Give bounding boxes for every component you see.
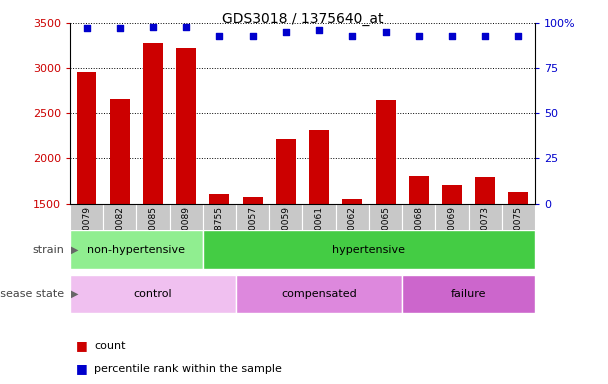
Point [215, 33, 224, 39]
Bar [336, 204, 369, 232]
Bar [369, 204, 402, 232]
Text: strain: strain [32, 245, 64, 255]
Bar [77, 72, 97, 339]
Point [447, 33, 457, 39]
Point [347, 33, 357, 39]
Point [480, 33, 490, 39]
Bar [402, 204, 435, 232]
Bar [143, 43, 163, 339]
Bar [469, 204, 502, 232]
Text: non-hypertensive: non-hypertensive [88, 245, 185, 255]
Point [514, 33, 523, 39]
Text: GSM180062: GSM180062 [348, 206, 357, 261]
Text: control: control [134, 289, 172, 299]
Text: GSM180082: GSM180082 [116, 206, 124, 261]
Bar [236, 204, 269, 232]
Text: compensated: compensated [282, 289, 357, 299]
Point [314, 27, 324, 33]
Bar [309, 129, 329, 339]
Text: GSM180075: GSM180075 [514, 206, 523, 261]
Bar [176, 48, 196, 339]
Bar [203, 204, 236, 232]
Bar [409, 175, 429, 339]
Text: GSM178755: GSM178755 [215, 206, 224, 261]
Text: failure: failure [451, 289, 486, 299]
Text: disease state: disease state [0, 289, 64, 299]
Text: ■: ■ [76, 339, 88, 352]
Bar [110, 99, 130, 339]
Point [81, 25, 91, 31]
Bar [70, 275, 236, 313]
Text: hypertensive: hypertensive [333, 245, 406, 255]
Text: ▶: ▶ [71, 245, 78, 255]
Point [248, 33, 258, 39]
Point [381, 29, 390, 35]
Text: ▶: ▶ [71, 289, 78, 299]
Text: GSM180069: GSM180069 [447, 206, 457, 261]
Text: GSM180073: GSM180073 [481, 206, 489, 261]
Bar [435, 204, 469, 232]
Point [115, 25, 125, 31]
Point [148, 23, 158, 30]
Text: ■: ■ [76, 362, 88, 375]
Point [281, 29, 291, 35]
Bar [236, 275, 402, 313]
Bar [269, 204, 302, 232]
Point [414, 33, 424, 39]
Text: percentile rank within the sample: percentile rank within the sample [94, 364, 282, 374]
Text: GSM180059: GSM180059 [282, 206, 291, 261]
Bar [136, 204, 170, 232]
Text: GSM180065: GSM180065 [381, 206, 390, 261]
Text: GSM180079: GSM180079 [82, 206, 91, 261]
Text: count: count [94, 341, 126, 351]
Bar [508, 192, 528, 339]
Bar [502, 204, 535, 232]
Text: GSM180061: GSM180061 [314, 206, 323, 261]
Text: GSM180085: GSM180085 [148, 206, 157, 261]
Bar [209, 194, 229, 339]
Bar [203, 230, 535, 269]
Bar [70, 204, 103, 232]
Bar [342, 199, 362, 339]
Bar [70, 230, 203, 269]
Bar [103, 204, 136, 232]
Point [181, 23, 191, 30]
Bar [243, 197, 263, 339]
Bar [276, 139, 296, 339]
Bar [475, 177, 495, 339]
Text: GSM180068: GSM180068 [414, 206, 423, 261]
Text: GSM180057: GSM180057 [248, 206, 257, 261]
Text: GDS3018 / 1375640_at: GDS3018 / 1375640_at [222, 12, 383, 25]
Bar [170, 204, 203, 232]
Bar [402, 275, 535, 313]
Text: GSM180089: GSM180089 [182, 206, 191, 261]
Bar [302, 204, 336, 232]
Bar [442, 185, 462, 339]
Bar [376, 100, 395, 339]
